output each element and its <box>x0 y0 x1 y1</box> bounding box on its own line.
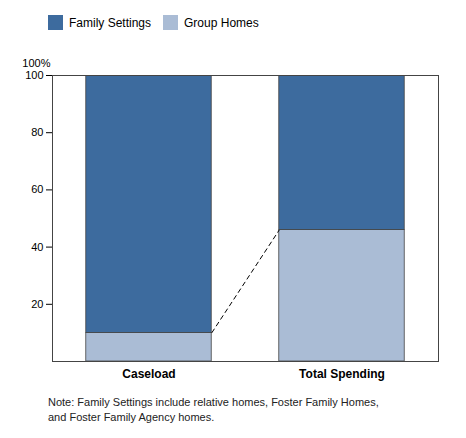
html-text:Note: Family Settings include: Note: Family Settings include relative h… <box>48 396 379 408</box>
svg-text:Total Spending: Total Spending <box>299 367 385 381</box>
svg-text:100%: 100% <box>22 57 50 69</box>
html-text:Family Settings: Family Settings <box>69 15 151 30</box>
html-text:and Foster Family Agency homes: and Foster Family Agency homes. <box>48 411 215 423</box>
svg-text:20: 20 <box>31 298 43 310</box>
svg-text:100: 100 <box>25 69 43 81</box>
svg-text:40: 40 <box>31 241 43 253</box>
svg-text:Caseload: Caseload <box>122 367 175 381</box>
html-text:Group Homes: Group Homes <box>184 15 259 30</box>
svg-text:60: 60 <box>31 183 43 195</box>
svg-text:80: 80 <box>31 126 43 138</box>
